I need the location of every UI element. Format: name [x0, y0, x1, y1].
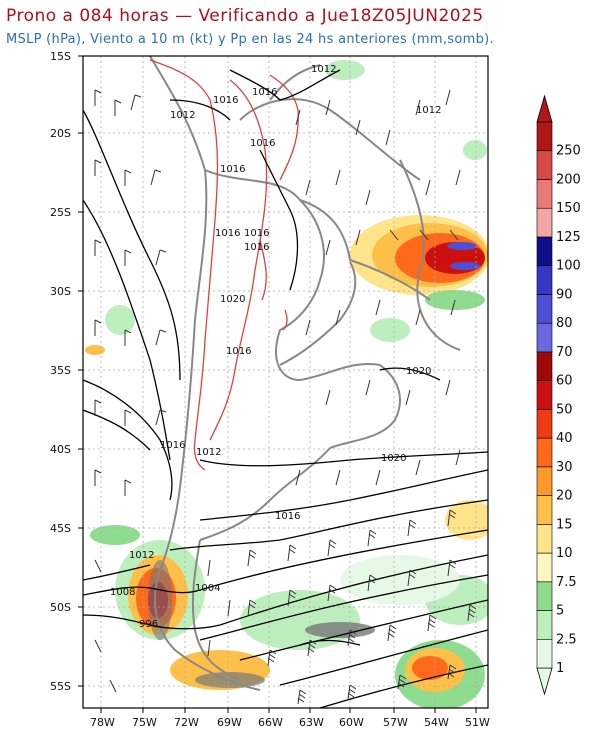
isobar-label: 1012 [170, 110, 195, 121]
lat-label: 55S [50, 680, 71, 693]
colorbar-swatch [536, 207, 553, 238]
colorbar-swatch [536, 610, 553, 640]
colorbar-swatch [536, 466, 553, 496]
colorbar-swatch [536, 294, 553, 324]
isobar-label: 996 [139, 619, 158, 630]
colorbar-min-arrow [536, 667, 553, 696]
colorbar-label: 2.5 [556, 632, 577, 647]
colorbar-swatch [536, 265, 553, 295]
colorbar-swatch [536, 380, 553, 410]
lat-label: 30S [50, 285, 71, 298]
lon-label: 60W [339, 716, 364, 729]
lon-label: 54W [424, 716, 449, 729]
graticule [83, 56, 488, 708]
colorbar-swatch [536, 581, 553, 611]
colorbar-label: 10 [556, 546, 573, 561]
isobar-label: 1012 [416, 105, 441, 116]
colorbar-max-arrow [536, 94, 553, 123]
colorbar-swatch [536, 322, 553, 353]
map-content: 1012 1016 1012 1016 1012 1016 1016 1016 … [83, 56, 488, 708]
colorbar-label: 100 [556, 259, 581, 274]
colorbar-swatch [536, 150, 553, 180]
colorbar-label: 5 [556, 604, 564, 619]
colorbar-label: 150 [556, 201, 581, 216]
colorbar-label: 50 [556, 402, 573, 417]
longitude-labels: 78W 75W 72W 69W 66W 63W 60W 57W 54W 51W [90, 716, 490, 729]
lon-label: 69W [217, 716, 242, 729]
isobar-label: 1016 [244, 242, 269, 253]
colorbar-swatch [536, 236, 553, 266]
colorbar-label: 30 [556, 460, 573, 475]
axis-ticks [78, 55, 477, 713]
isobar-label: 1020 [381, 453, 406, 464]
isobar-label: 1016 [250, 138, 275, 149]
isobar-label: 1016 [252, 87, 277, 98]
colorbar-swatch [536, 179, 553, 209]
colorbar-label: 125 [556, 230, 581, 245]
map-subtitle: MSLP (hPa), Viento a 10 m (kt) y Pp en l… [6, 32, 494, 47]
colorbar-swatch [536, 495, 553, 525]
lon-label: 78W [90, 716, 115, 729]
lon-label: 57W [383, 716, 408, 729]
political-borders [149, 56, 461, 691]
lat-label: 20S [50, 127, 71, 140]
colorbar-label: 200 [556, 172, 581, 187]
colorbar-swatch [536, 437, 553, 468]
colorbar-label: 20 [556, 489, 573, 504]
lon-label: 75W [132, 716, 157, 729]
latitude-labels: 15S 20S 25S 30S 35S 40S 45S 50S 55S [50, 50, 71, 693]
wind-barbs [94, 89, 477, 705]
lat-label: 45S [50, 522, 71, 535]
lat-label: 25S [50, 206, 71, 219]
isobar-label: 1012 [129, 550, 154, 561]
isobar-label: 1004 [195, 583, 220, 594]
colorbar-label: 90 [556, 287, 573, 302]
terrain-contour [149, 59, 299, 471]
map-frame [82, 55, 489, 709]
colorbar-swatch [536, 121, 553, 152]
colorbar-swatch [536, 524, 553, 554]
lat-label: 15S [50, 50, 71, 63]
isobar-label: 1016 [160, 440, 185, 451]
colorbar-label: 80 [556, 316, 573, 331]
lat-label: 50S [50, 601, 71, 614]
colorbar-label: 250 [556, 144, 581, 159]
colorbar-swatch [536, 552, 553, 583]
lon-label: 66W [258, 716, 283, 729]
colorbar-swatch [536, 351, 553, 381]
isobar-label: 1012 [311, 64, 336, 75]
colorbar-label: 70 [556, 345, 573, 360]
precipitation-shading [85, 60, 488, 708]
precipitation-colorbar: 1 2.5 5 7.5 10 15 20 30 40 50 60 70 80 90 100 125 150 200… [536, 94, 581, 696]
colorbar-swatch [536, 638, 553, 669]
isobar-label: 1012 [196, 447, 221, 458]
isobar-label: 1016 [226, 346, 251, 357]
colorbar-label: 15 [556, 517, 573, 532]
colorbar-swatch [536, 409, 553, 439]
isobar-label: 1016 [275, 511, 300, 522]
isobar-label: 1016 [244, 228, 269, 239]
lat-label: 35S [50, 364, 71, 377]
isobar-labels: 1012 1016 1012 1016 1012 1016 1016 1016 … [110, 64, 441, 630]
map-title: Prono a 084 horas — Verificando a Jue18Z… [6, 6, 484, 26]
isobar-label: 1020 [220, 294, 245, 305]
isobar-label: 1020 [406, 366, 431, 377]
isobar-label: 1016 [220, 164, 245, 175]
lon-label: 51W [465, 716, 490, 729]
lon-label: 72W [174, 716, 199, 729]
colorbar-label: 1 [556, 661, 564, 676]
isobar-label: 1008 [110, 587, 135, 598]
lon-label: 63W [299, 716, 324, 729]
lat-label: 40S [50, 443, 71, 456]
colorbar-label: 7.5 [556, 575, 577, 590]
isobar-label: 1016 [213, 95, 238, 106]
colorbar-label: 40 [556, 431, 573, 446]
isobar-label: 1016 [215, 228, 240, 239]
colorbar-label: 60 [556, 374, 573, 389]
